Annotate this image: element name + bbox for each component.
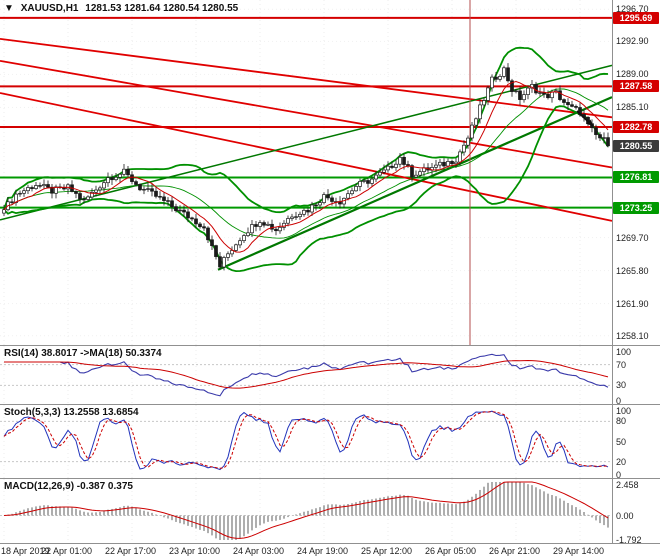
price-axis-line: [612, 0, 613, 543]
time-label: 18 Apr 2019: [1, 546, 50, 556]
time-label: 25 Apr 12:00: [361, 546, 413, 556]
rsi-axis-label: 70: [616, 359, 627, 370]
panel-divider: [0, 478, 660, 479]
bollinger-bands: [3, 46, 609, 273]
trendline: [0, 59, 613, 169]
time-label: 22 Apr 01:00: [41, 546, 93, 556]
chart-title: ▼ XAUUSD,H1 1281.53 1281.64 1280.54 1280…: [4, 3, 242, 14]
panel-divider: [0, 543, 660, 544]
price-label: 1269.70: [616, 232, 649, 243]
stoch-axis-label: 50: [616, 436, 627, 447]
time-axis[interactable]: 18 Apr 2019 22 Apr 01:00 22 Apr 17:00 23 Ap…: [0, 544, 660, 560]
price-label: 1285.10: [616, 102, 649, 113]
price-badge-support: 1276.81: [613, 171, 659, 184]
stoch-k-line: [3, 410, 609, 471]
price-label: 1258.10: [616, 330, 649, 341]
macd-indicator-title: MACD(12,26,9) -0.387 0.375: [4, 481, 133, 492]
stoch-axis-label: 80: [616, 416, 627, 427]
main-chart-panel[interactable]: [0, 0, 660, 345]
price-label: 1296.70: [616, 4, 649, 15]
rsi-line: [4, 353, 609, 397]
rsi-ma-line: [4, 359, 609, 389]
macd-histogram: [7, 482, 609, 540]
stoch-d-line: [3, 411, 609, 469]
macd-axis-label: 2.458: [616, 480, 639, 490]
trendlines: [0, 38, 613, 271]
macd-axis-label: -1.792: [616, 535, 642, 545]
arrow-annotation: [576, 110, 594, 127]
time-label: 26 Apr 21:00: [489, 546, 541, 556]
trendline: [217, 96, 613, 271]
time-label: 22 Apr 17:00: [105, 546, 157, 556]
trendline: [0, 38, 613, 119]
price-axis[interactable]: 1296.70 1292.90 1289.00 1285.10 1269.70 1265.…: [612, 0, 660, 545]
panel-divider: [0, 404, 660, 405]
rsi-panel[interactable]: [0, 346, 660, 404]
trendline: [0, 92, 613, 222]
time-label: 24 Apr 19:00: [297, 546, 349, 556]
macd-panel[interactable]: [0, 479, 660, 543]
rsi-grid: [0, 346, 612, 404]
bollinger-upper: [3, 46, 609, 214]
price-badge-current: 1280.55: [613, 139, 659, 152]
macd-axis-label: 0.00: [616, 510, 634, 521]
stoch-axis-label: 100: [616, 406, 632, 416]
price-badge-support: 1273.25: [613, 201, 659, 214]
time-label: 26 Apr 05:00: [425, 546, 477, 556]
price-badge-resistance: 1287.58: [613, 80, 659, 93]
trendline: [0, 64, 613, 221]
candles: [2, 63, 610, 271]
price-label: 1261.90: [616, 298, 649, 309]
time-label: 29 Apr 14:00: [553, 546, 605, 556]
moving-averages: [3, 80, 609, 253]
rsi-indicator-title: RSI(14) 38.8017 ->MA(18) 50.3374: [4, 348, 162, 359]
price-label: 1289.00: [616, 69, 649, 80]
ma-fast: [3, 80, 609, 253]
ohlc-readout: 1281.53 1281.64 1280.54 1280.55: [85, 3, 239, 14]
price-badge-resistance: 1282.78: [613, 121, 659, 133]
price-label: 1292.90: [616, 36, 649, 47]
time-label: 24 Apr 03:00: [233, 546, 285, 556]
bollinger-lower: [3, 105, 609, 273]
price-badge-resistance: 1295.69: [613, 11, 659, 24]
support-resistance-lines: [0, 16, 612, 209]
macd-signal-line: [3, 481, 609, 539]
window-icon: ▼: [4, 3, 14, 14]
main-grid: [0, 0, 612, 345]
symbol-timeframe: XAUUSD,H1: [20, 3, 79, 14]
panel-divider: [0, 345, 660, 346]
stoch-axis-label: 0: [616, 470, 622, 480]
price-label: 1265.80: [616, 265, 649, 276]
rsi-axis-label: 0: [616, 396, 622, 406]
stoch-grid: [0, 405, 612, 478]
stoch-axis-label: 20: [616, 456, 627, 467]
stoch-indicator-title: Stoch(5,3,3) 13.2558 13.6854: [4, 407, 139, 418]
rsi-axis-label: 30: [616, 380, 627, 391]
rsi-axis-label: 100: [616, 347, 632, 357]
bollinger-middle: [3, 88, 609, 239]
time-label: 23 Apr 10:00: [169, 546, 221, 556]
stoch-panel[interactable]: [0, 405, 660, 478]
